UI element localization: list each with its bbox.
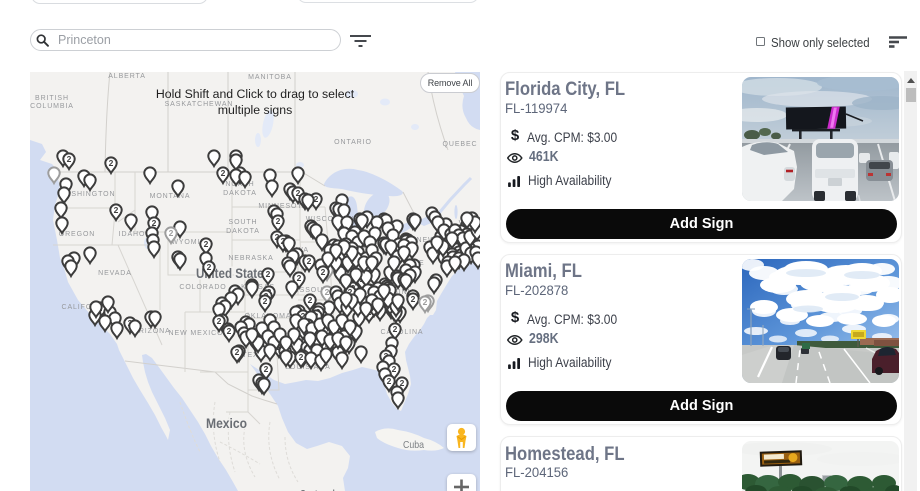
svg-text:SASKATCHEWAN: SASKATCHEWAN	[165, 101, 234, 108]
svg-text:CALIFORNIA: CALIFORNIA	[61, 304, 112, 311]
svg-text:Mexico: Mexico	[206, 415, 247, 431]
svg-text:MINNESOTA: MINNESOTA	[258, 203, 307, 210]
svg-text:NEVADA: NEVADA	[98, 270, 132, 277]
svg-text:DAKOTA: DAKOTA	[226, 228, 260, 235]
svg-text:COLUMBIA: COLUMBIA	[30, 103, 74, 110]
svg-text:SOUTH: SOUTH	[229, 219, 258, 226]
svg-text:IDAHO: IDAHO	[119, 231, 146, 238]
svg-text:VIRGINIA: VIRGINIA	[378, 289, 416, 296]
svg-text:Cuba: Cuba	[403, 439, 424, 451]
svg-text:ARIZONA: ARIZONA	[133, 328, 170, 335]
svg-text:WISCONSIN: WISCONSIN	[306, 216, 355, 223]
svg-text:TEXAS: TEXAS	[242, 352, 269, 359]
svg-text:Guatemala: Guatemala	[300, 489, 339, 491]
svg-text:MANITOBA: MANITOBA	[248, 74, 292, 81]
svg-text:ALBERTA: ALBERTA	[108, 73, 146, 80]
svg-text:MISSOURI: MISSOURI	[290, 287, 332, 294]
svg-text:OREGON: OREGON	[59, 231, 96, 238]
svg-text:LOUISIANA: LOUISIANA	[285, 364, 330, 371]
svg-text:NEW: NEW	[416, 237, 435, 244]
svg-text:WASHINGTON: WASHINGTON	[59, 191, 116, 198]
svg-text:WYOMING: WYOMING	[171, 239, 212, 246]
svg-text:NEBRASKA: NEBRASKA	[228, 255, 273, 262]
svg-text:CAROLINA: CAROLINA	[381, 329, 424, 336]
svg-text:DAKOTA: DAKOTA	[223, 190, 257, 197]
svg-text:BRITISH: BRITISH	[35, 95, 69, 102]
svg-text:MONTANA: MONTANA	[150, 193, 191, 200]
svg-text:NORTH: NORTH	[225, 181, 254, 188]
svg-text:ONTARIO: ONTARIO	[334, 139, 372, 146]
svg-text:NEW MEXICO: NEW MEXICO	[169, 330, 224, 337]
svg-text:QUEBEC: QUEBEC	[443, 141, 478, 148]
svg-text:COLORADO: COLORADO	[179, 284, 226, 291]
